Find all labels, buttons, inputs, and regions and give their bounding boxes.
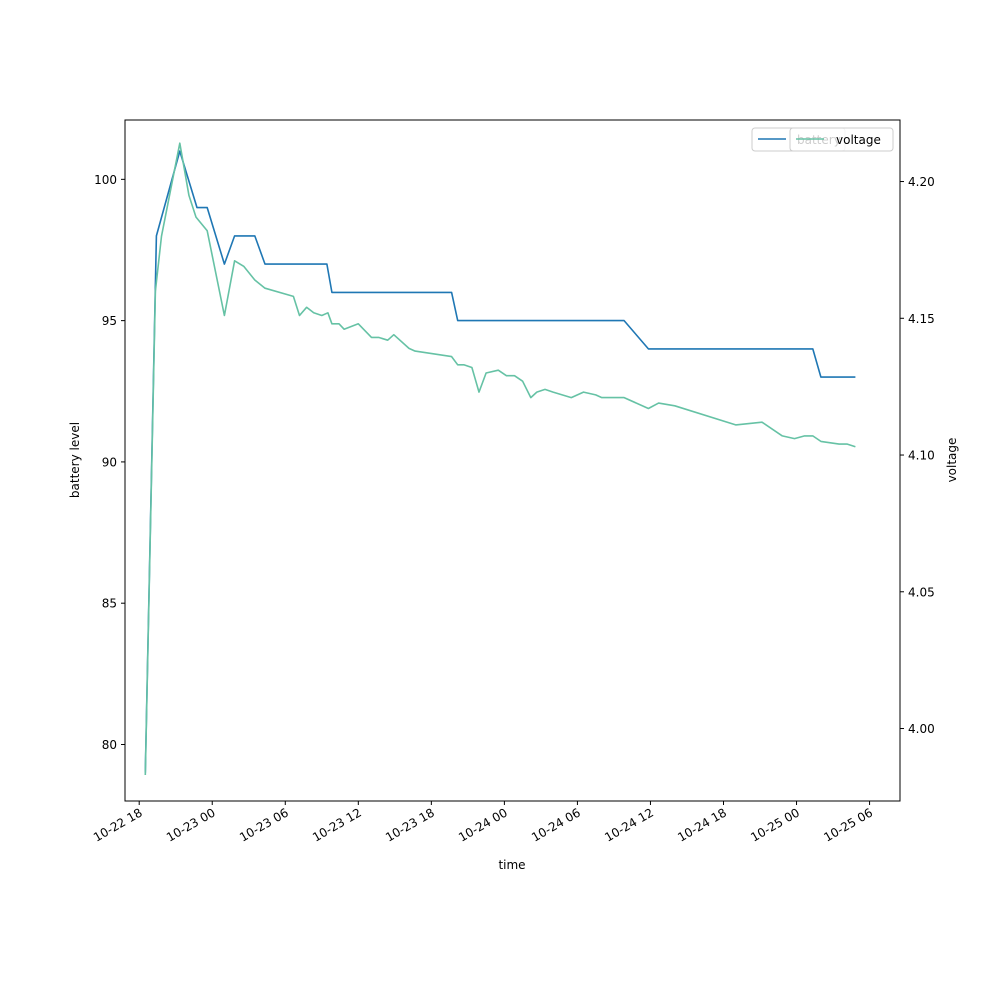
legend-voltage-box [789,127,894,152]
y-right-axis-ticks: 4.00 4.05 4.10 4.15 4.20 [900,175,935,736]
y-right-tick-label: 4.20 [908,175,935,189]
y-right-tick-label: 4.15 [908,312,935,326]
y-left-tick-label: 95 [102,314,117,328]
legend-voltage-label: voltage [836,133,881,147]
y-left-tick-label: 85 [102,597,117,611]
x-axis-label: time [498,858,525,872]
y-left-axis-ticks: 80 85 90 95 100 [94,173,125,752]
y-right-tick-label: 4.00 [908,722,935,736]
legend-voltage: voltage [789,127,894,152]
series-line-battery [144,150,856,773]
y-right-tick-label: 4.10 [908,449,935,463]
y-left-tick-label: 80 [102,738,117,752]
y-right-axis-label: voltage [945,438,959,483]
series-line-voltage [144,142,856,776]
y-left-axis-label: battery level [68,422,82,498]
plot-lines [144,142,856,776]
y-right-tick-label: 4.05 [908,585,935,599]
y-left-tick-label: 90 [102,455,117,469]
plot-frame [124,119,901,802]
y-left-tick-label: 100 [94,173,117,187]
